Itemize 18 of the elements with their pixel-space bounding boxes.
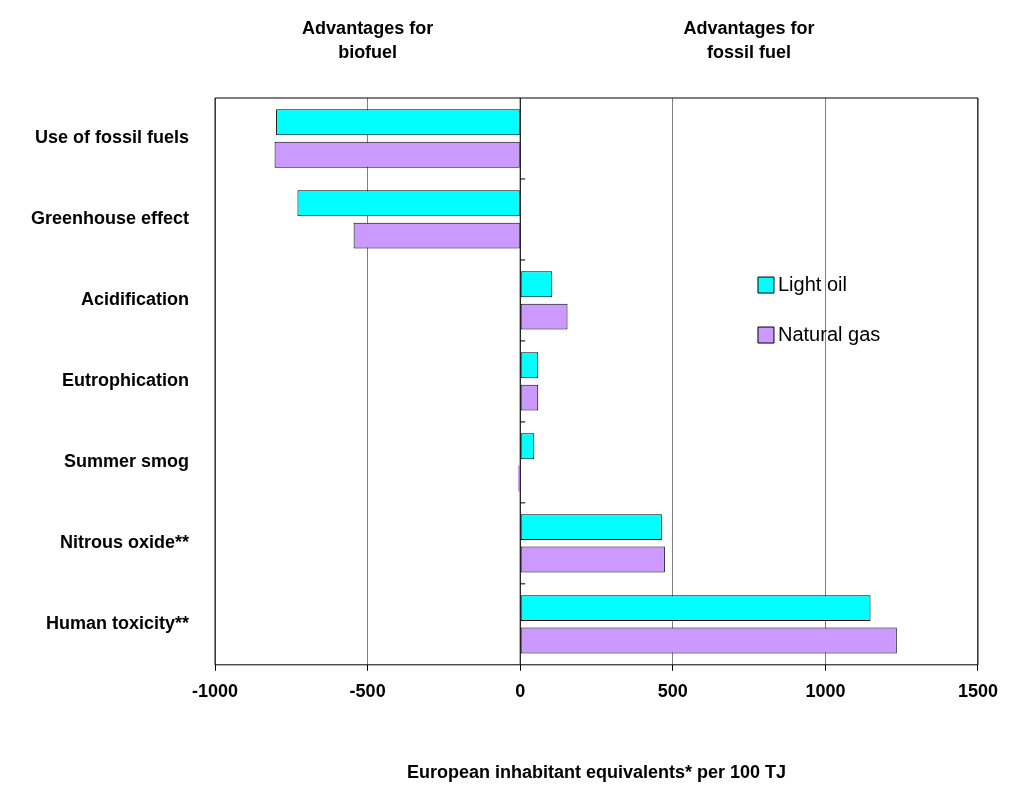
x-axis-title: European inhabitant equivalents* per 100 TJ xyxy=(406,762,787,783)
x-tick-label: -500 xyxy=(349,680,386,701)
x-tick-label: 0 xyxy=(515,680,526,701)
x-tick-label: 500 xyxy=(657,680,688,701)
y-tick-label: Eutrophication xyxy=(62,370,190,391)
y-tick-label: Summer smog xyxy=(64,451,190,472)
x-tick-label: 1500 xyxy=(957,680,998,701)
y-tick-label: Use of fossil fuels xyxy=(35,127,190,148)
y-tick-label: Human toxicity** xyxy=(46,613,190,634)
y-tick-label: Acidification xyxy=(81,289,190,310)
y-tick-label: Greenhouse effect xyxy=(31,208,190,229)
legend-label: Natural gas xyxy=(777,322,881,345)
text: Advantages for biofuel xyxy=(302,17,434,62)
text: Advantages for fossil fuel xyxy=(683,17,815,62)
y-tick-label: Nitrous oxide** xyxy=(60,532,190,553)
x-tick-label: -1000 xyxy=(192,680,239,701)
legend-label: Light oil xyxy=(777,272,847,295)
x-tick-label: 1000 xyxy=(805,680,846,701)
